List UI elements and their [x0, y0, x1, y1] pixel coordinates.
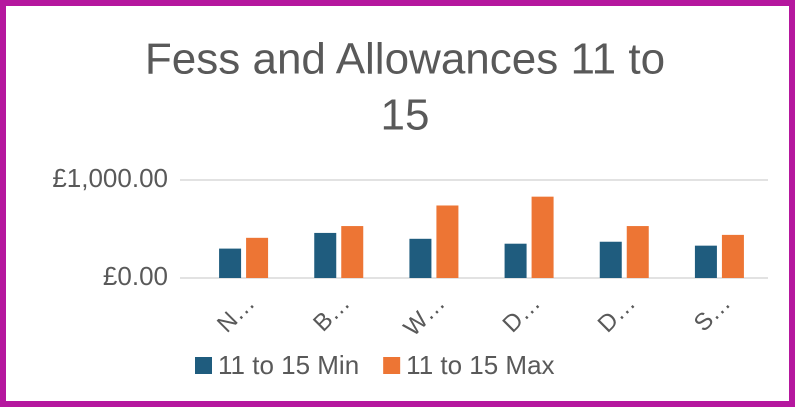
legend-label: 11 to 15 Min — [218, 350, 359, 380]
legend-swatch — [195, 357, 212, 374]
bar — [314, 232, 337, 278]
bar — [341, 226, 364, 278]
legend-swatch — [383, 357, 401, 374]
chart-title: 15 — [381, 91, 430, 140]
bar — [246, 237, 269, 278]
bar — [694, 245, 717, 278]
bar — [504, 243, 527, 278]
bar — [436, 205, 459, 278]
bar — [219, 248, 242, 278]
bar — [626, 226, 649, 278]
bar — [409, 238, 432, 278]
chart-title: Fess and Allowances 11 to — [145, 35, 665, 84]
bar — [599, 241, 622, 278]
y-tick-label: £0.00 — [103, 261, 168, 291]
bar — [721, 234, 744, 278]
bar — [531, 196, 554, 278]
y-tick-label: £1,000.00 — [52, 163, 168, 193]
legend-label: 11 to 15 Max — [406, 350, 554, 380]
